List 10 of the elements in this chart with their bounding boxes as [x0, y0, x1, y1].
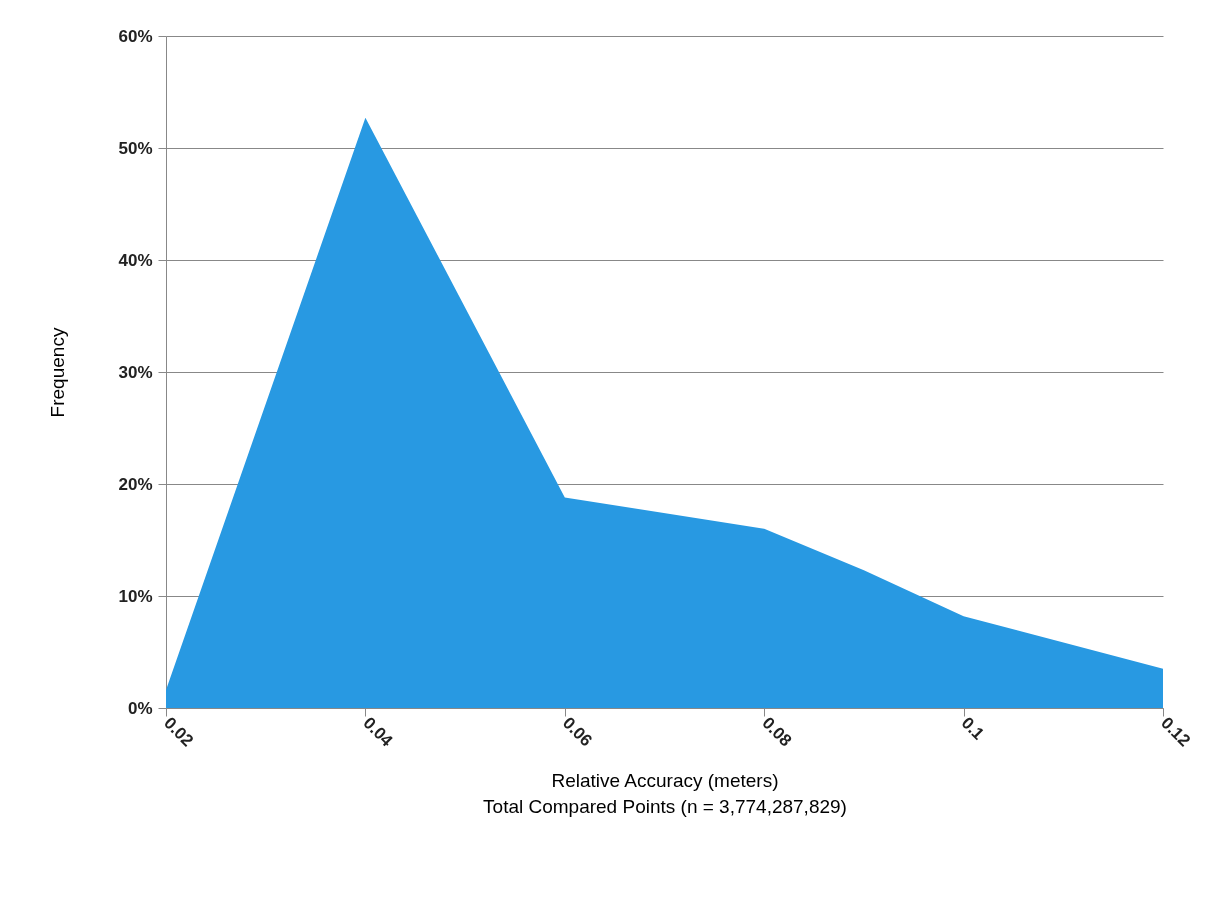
y-tick-label: 20%	[118, 474, 153, 494]
x-axis-title: Relative Accuracy (meters) Total Compared Points (n = 3,774,287,829)	[483, 769, 847, 817]
y-tick-label: 0%	[127, 698, 153, 718]
y-axis-title: Frequency	[47, 327, 69, 418]
y-tick-label: 10%	[118, 586, 153, 606]
y-tick-label: 30%	[118, 362, 153, 382]
y-tick-label: 40%	[118, 250, 153, 270]
y-tick-label: 50%	[118, 138, 153, 158]
y-tick-label: 60%	[118, 26, 153, 46]
x-tick-label: 0.1	[957, 713, 988, 744]
